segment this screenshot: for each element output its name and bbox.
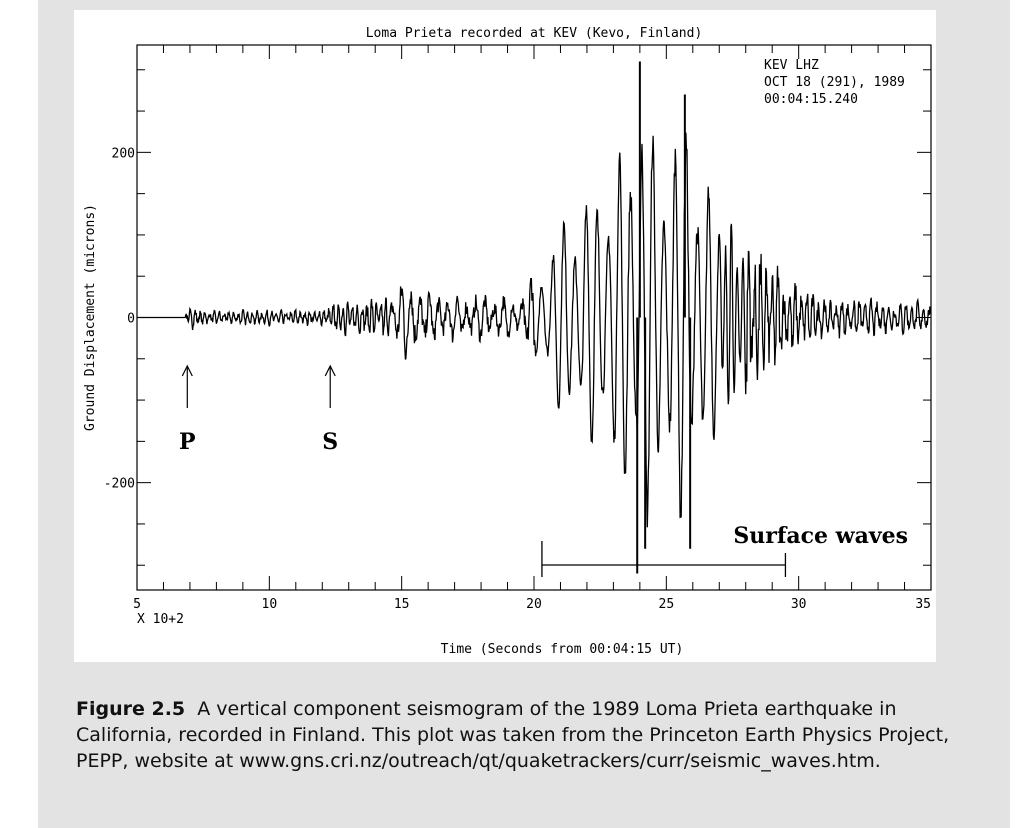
caption-text: A vertical component seismogram of the 1… <box>76 698 950 772</box>
x-multiplier-label: X 10+2 <box>137 612 184 627</box>
station-info-line: KEV LHZ <box>764 58 819 73</box>
chart-title: Loma Prieta recorded at KEV (Kevo, Finla… <box>366 26 703 41</box>
seismogram-trace <box>137 132 932 528</box>
figure-label: Figure 2.5 <box>76 698 186 720</box>
s-wave-label: S <box>322 429 338 455</box>
x-tick-label: 25 <box>659 597 675 612</box>
p-wave-label: P <box>179 429 196 455</box>
station-info-line: 00:04:15.240 <box>764 92 858 107</box>
s-wave-arrowhead <box>324 364 336 377</box>
x-tick-label: 30 <box>791 597 807 612</box>
x-tick-label: 5 <box>133 597 141 612</box>
p-wave-arrowhead <box>181 364 193 377</box>
x-tick-label: 10 <box>262 597 278 612</box>
y-axis-label: Ground Displacement (microns) <box>83 204 98 431</box>
x-axis-label: Time (Seconds from 00:04:15 UT) <box>441 642 684 657</box>
x-tick-label: 35 <box>915 597 931 612</box>
x-tick-label: 15 <box>394 597 410 612</box>
station-info-line: OCT 18 (291), 1989 <box>764 75 905 90</box>
x-tick-label: 20 <box>526 597 542 612</box>
y-tick-label: -200 <box>104 477 135 492</box>
surface-waves-label: Surface waves <box>733 523 908 549</box>
y-tick-label: 0 <box>127 312 135 327</box>
y-tick-label: 200 <box>112 146 135 161</box>
chart-container: 5 10 15 20 25 30 35 200 0 -200 Loma Prieta recorde… <box>74 10 936 662</box>
seismogram-chart: 5 10 15 20 25 30 35 200 0 -200 Loma Prieta recorde… <box>83 26 932 657</box>
figure-caption: Figure 2.5 A vertical component seismogr… <box>76 696 956 774</box>
